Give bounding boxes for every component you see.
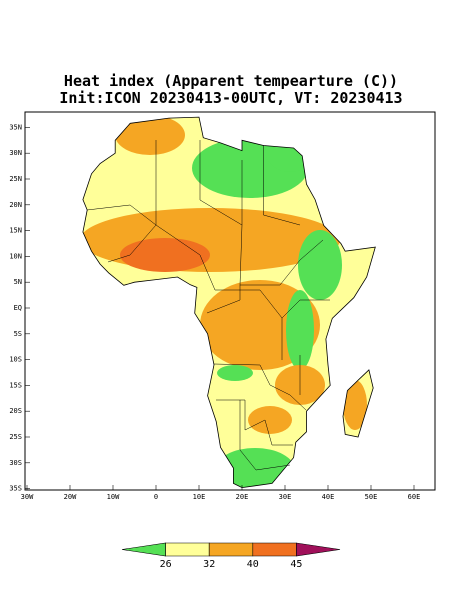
field-green (286, 290, 314, 370)
lon-tick-label: 50E (365, 493, 378, 501)
colorbar-segment (252, 542, 297, 557)
lat-tick-label: 10S (9, 356, 22, 364)
lat-tick-label: 25N (9, 175, 22, 183)
field-orange (115, 117, 185, 155)
border-lines (86, 140, 330, 471)
lon-tick-label: 40E (322, 493, 335, 501)
colorbar-segment (121, 542, 166, 557)
lon-tick-label: 30W (21, 493, 34, 501)
colorbar-label: 26 (160, 559, 172, 570)
lon-tick-label: 10E (193, 493, 206, 501)
lon-tick-label: 20E (236, 493, 249, 501)
field-green (298, 230, 342, 300)
map: 35N 30N 25N 20N 15N 10N 5N EQ 5S 10S 15S 20S 25S 30S 3… (9, 111, 436, 501)
map-frame (24, 111, 436, 491)
lat-tick-label: 25S (9, 433, 22, 441)
colorbar-segment (208, 542, 254, 557)
lat-tick-label: 10N (9, 252, 22, 260)
lat-tick-label: 30S (9, 459, 22, 467)
heat-field (82, 117, 376, 488)
borders (86, 140, 330, 471)
lat-tick-label: 20N (9, 201, 22, 209)
lat-tick-label: 35N (9, 123, 22, 131)
field-green (265, 128, 315, 172)
lat-tick-label: 15N (9, 227, 22, 235)
lon-tick-label: 10W (107, 493, 120, 501)
lon-tick-label: 0 (154, 493, 158, 501)
colorbar: 26 32 40 45 (121, 542, 341, 570)
lat-tick-label: 15S (9, 381, 22, 389)
lat-tick-label: 35S (9, 485, 22, 493)
lon-tick-label: 60E (408, 493, 421, 501)
field-green (217, 365, 253, 381)
lat-tick-label: 30N (9, 149, 22, 157)
lat-tick-label: 5N (14, 278, 22, 286)
lon-tick-label: 20W (64, 493, 77, 501)
colorbar-label: 32 (203, 559, 215, 570)
lat-tick-label: 20S (9, 407, 22, 415)
field-orange (343, 380, 367, 430)
field-orange (248, 406, 292, 434)
lat-tick-label: 5S (14, 330, 22, 338)
field-dark-orange (120, 238, 210, 272)
title: Heat index (Apparent tempearture (C)) (64, 72, 398, 90)
colorbar-label: 45 (290, 559, 302, 570)
colorbar-segment (296, 542, 341, 557)
subtitle: Init:ICON 20230413-00UTC, VT: 20230413 (59, 89, 402, 107)
colorbar-label: 40 (247, 559, 259, 570)
colorbar-segment (165, 542, 210, 557)
coastline (82, 116, 376, 489)
lon-tick-label: 30E (279, 493, 292, 501)
lat-tick-label: EQ (14, 304, 22, 312)
